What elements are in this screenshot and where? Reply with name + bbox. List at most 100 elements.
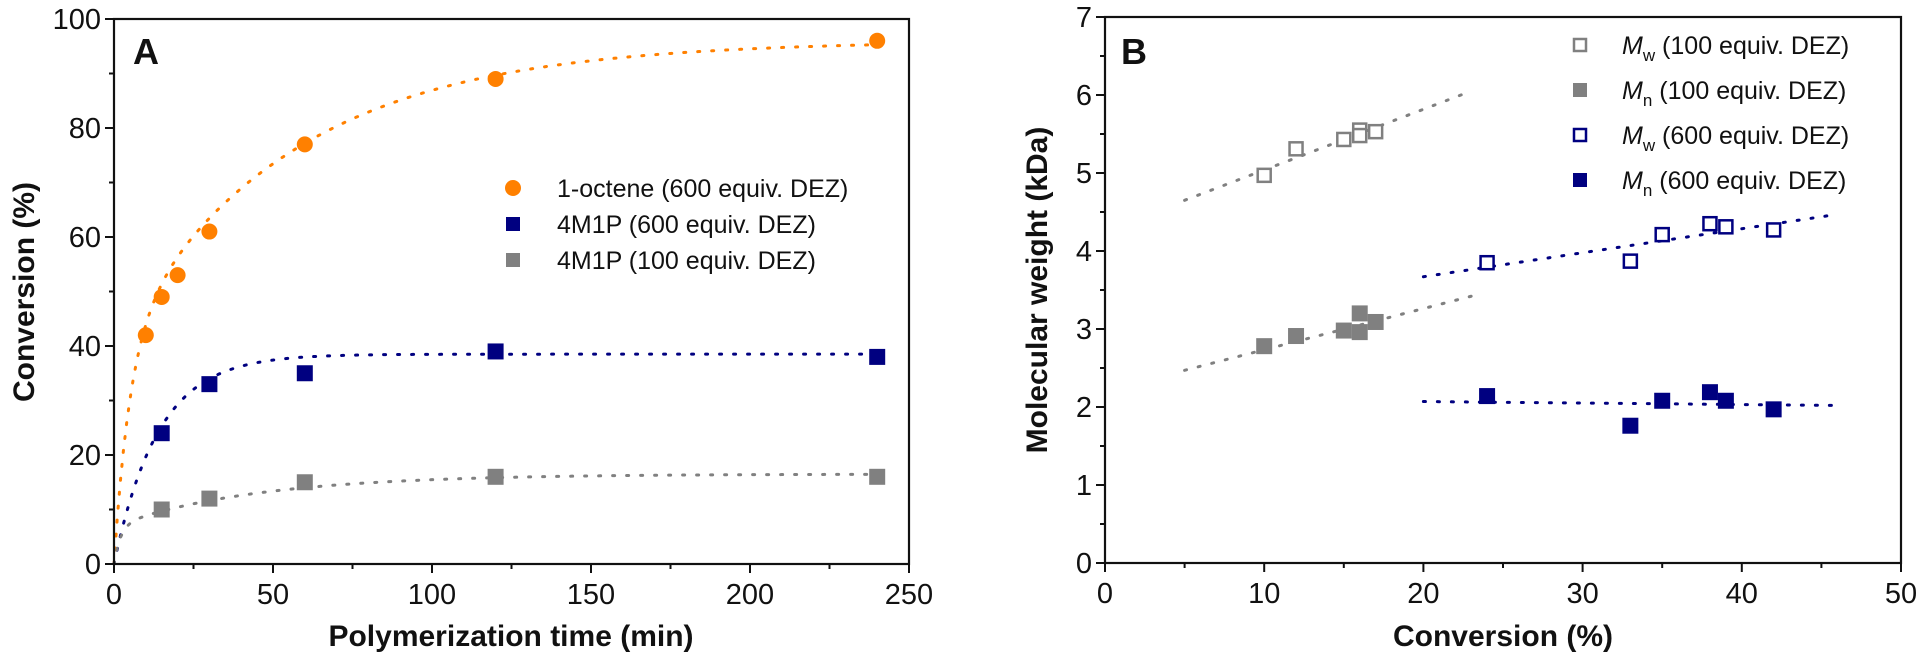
fit-line-series-2 <box>112 472 879 566</box>
data-point <box>1351 127 1368 144</box>
data-point <box>1479 388 1496 405</box>
x-tick-label: 0 <box>1097 578 1113 610</box>
legend-label: 4M1P (600 equiv. DEZ) <box>557 211 816 239</box>
x-tick-label: 150 <box>567 579 615 611</box>
data-point <box>1335 322 1352 339</box>
legend-label-main: M <box>1622 122 1643 150</box>
data-point <box>1765 401 1782 418</box>
data-point <box>1256 338 1273 355</box>
data-point <box>153 501 170 518</box>
y-tick-label: 100 <box>53 4 101 36</box>
data-point <box>137 327 154 344</box>
legend-marker-icon <box>1573 173 1587 187</box>
plot-frame <box>112 17 911 566</box>
chart-a-y-axis-title: Conversion (%) <box>8 182 41 402</box>
legend-label-rest: (600 equiv. DEZ) <box>1652 167 1846 195</box>
data-point <box>487 343 504 360</box>
legend-label-sub: n <box>1643 181 1652 200</box>
data-point <box>201 490 218 507</box>
data-point <box>296 365 313 382</box>
legend-label-main: M <box>1622 167 1643 195</box>
x-tick-label: 30 <box>1566 578 1598 610</box>
chart-a-panel-label: A <box>133 31 159 72</box>
y-tick-label: 40 <box>69 331 101 363</box>
data-point <box>1288 141 1304 157</box>
data-point <box>487 468 504 485</box>
fit-line-series-1 <box>1183 294 1473 372</box>
y-tick-label: 60 <box>69 222 101 254</box>
x-tick-label: 50 <box>257 579 289 611</box>
legend-label: Mn (100 equiv. DEZ) <box>1622 77 1846 110</box>
fit-line-series-1 <box>112 352 879 566</box>
chart-b-y-axis-title: Molecular weight (kDa) <box>1021 127 1054 454</box>
chart-a: 0 50 100 150 200 250 0 20 40 60 80 100 A Polymeriza… <box>8 4 933 653</box>
data-point <box>1336 131 1352 148</box>
x-tick-label: 200 <box>726 579 774 611</box>
data-point <box>1622 417 1639 434</box>
y-tick-label: 0 <box>85 549 101 581</box>
data-point <box>169 267 186 284</box>
data-point <box>153 425 170 442</box>
chart-a-ticks: 0 50 100 150 200 250 0 20 40 60 80 100 <box>53 4 934 611</box>
fit-line-series-0 <box>1183 89 1473 202</box>
data-point <box>201 223 218 240</box>
data-point <box>1351 324 1368 341</box>
chart-b: 0 10 20 30 40 50 0 1 2 3 4 5 6 7 B Conversion (%) Mol… <box>1021 2 1917 653</box>
data-point <box>1256 167 1272 184</box>
legend-marker-icon <box>1572 37 1588 53</box>
y-tick-label: 3 <box>1076 314 1092 346</box>
data-point <box>487 70 504 87</box>
y-tick-label: 6 <box>1076 80 1092 112</box>
data-point <box>296 136 313 153</box>
x-tick-label: 40 <box>1726 578 1758 610</box>
data-point <box>153 288 170 305</box>
data-point <box>1718 219 1734 235</box>
y-tick-label: 2 <box>1076 392 1092 424</box>
y-tick-label: 20 <box>69 440 101 472</box>
data-point <box>1717 392 1734 409</box>
chart-a-legend: 1-octene (600 equiv. DEZ) 4M1P (600 equiv… <box>505 175 848 275</box>
data-point <box>201 376 218 393</box>
y-tick-label: 0 <box>1076 548 1092 580</box>
legend-label: 1-octene (600 equiv. DEZ) <box>557 175 848 203</box>
chart-b-ticks: 0 10 20 30 40 50 0 1 2 3 4 5 6 7 <box>1076 2 1917 610</box>
data-point <box>1367 123 1384 140</box>
data-point <box>869 348 886 365</box>
x-tick-label: 20 <box>1407 578 1439 610</box>
chart-b-legend: Mw (100 equiv. DEZ)Mn (100 equiv. DEZ)Mw… <box>1572 32 1849 200</box>
data-point <box>869 32 886 49</box>
data-point <box>1351 305 1368 322</box>
legend-label-main: M <box>1622 32 1643 60</box>
y-tick-label: 1 <box>1076 470 1092 502</box>
x-tick-label: 100 <box>408 579 456 611</box>
chart-a-fit-lines <box>112 43 879 566</box>
fit-line-series-0 <box>112 43 879 566</box>
legend-marker-icon <box>506 253 520 267</box>
data-point <box>296 474 313 491</box>
data-point <box>1654 226 1670 243</box>
legend-marker-icon <box>1572 127 1588 143</box>
chart-a-frame <box>112 17 911 566</box>
data-point <box>1702 215 1718 232</box>
chart-b-points <box>1256 122 1782 434</box>
data-point <box>1701 384 1718 401</box>
legend-label-main: M <box>1622 77 1643 105</box>
chart-b-x-axis-title: Conversion (%) <box>1393 620 1613 653</box>
data-point <box>1288 328 1305 345</box>
chart-b-panel-label: B <box>1121 31 1147 72</box>
legend-label: Mn (600 equiv. DEZ) <box>1622 167 1846 200</box>
x-tick-label: 0 <box>106 579 122 611</box>
legend-label-rest: (100 equiv. DEZ) <box>1655 32 1849 60</box>
legend-label-sub: n <box>1643 91 1652 110</box>
data-point <box>1367 313 1384 330</box>
legend-label-rest: (600 equiv. DEZ) <box>1655 122 1849 150</box>
data-point <box>1622 253 1639 269</box>
data-point <box>869 468 886 485</box>
legend-label: Mw (100 equiv. DEZ) <box>1622 32 1849 65</box>
chart-a-x-axis-title: Polymerization time (min) <box>328 620 693 653</box>
legend-marker-icon <box>1573 83 1587 97</box>
data-point <box>1654 392 1671 409</box>
y-tick-label: 7 <box>1076 2 1092 34</box>
y-tick-label: 4 <box>1076 236 1092 268</box>
